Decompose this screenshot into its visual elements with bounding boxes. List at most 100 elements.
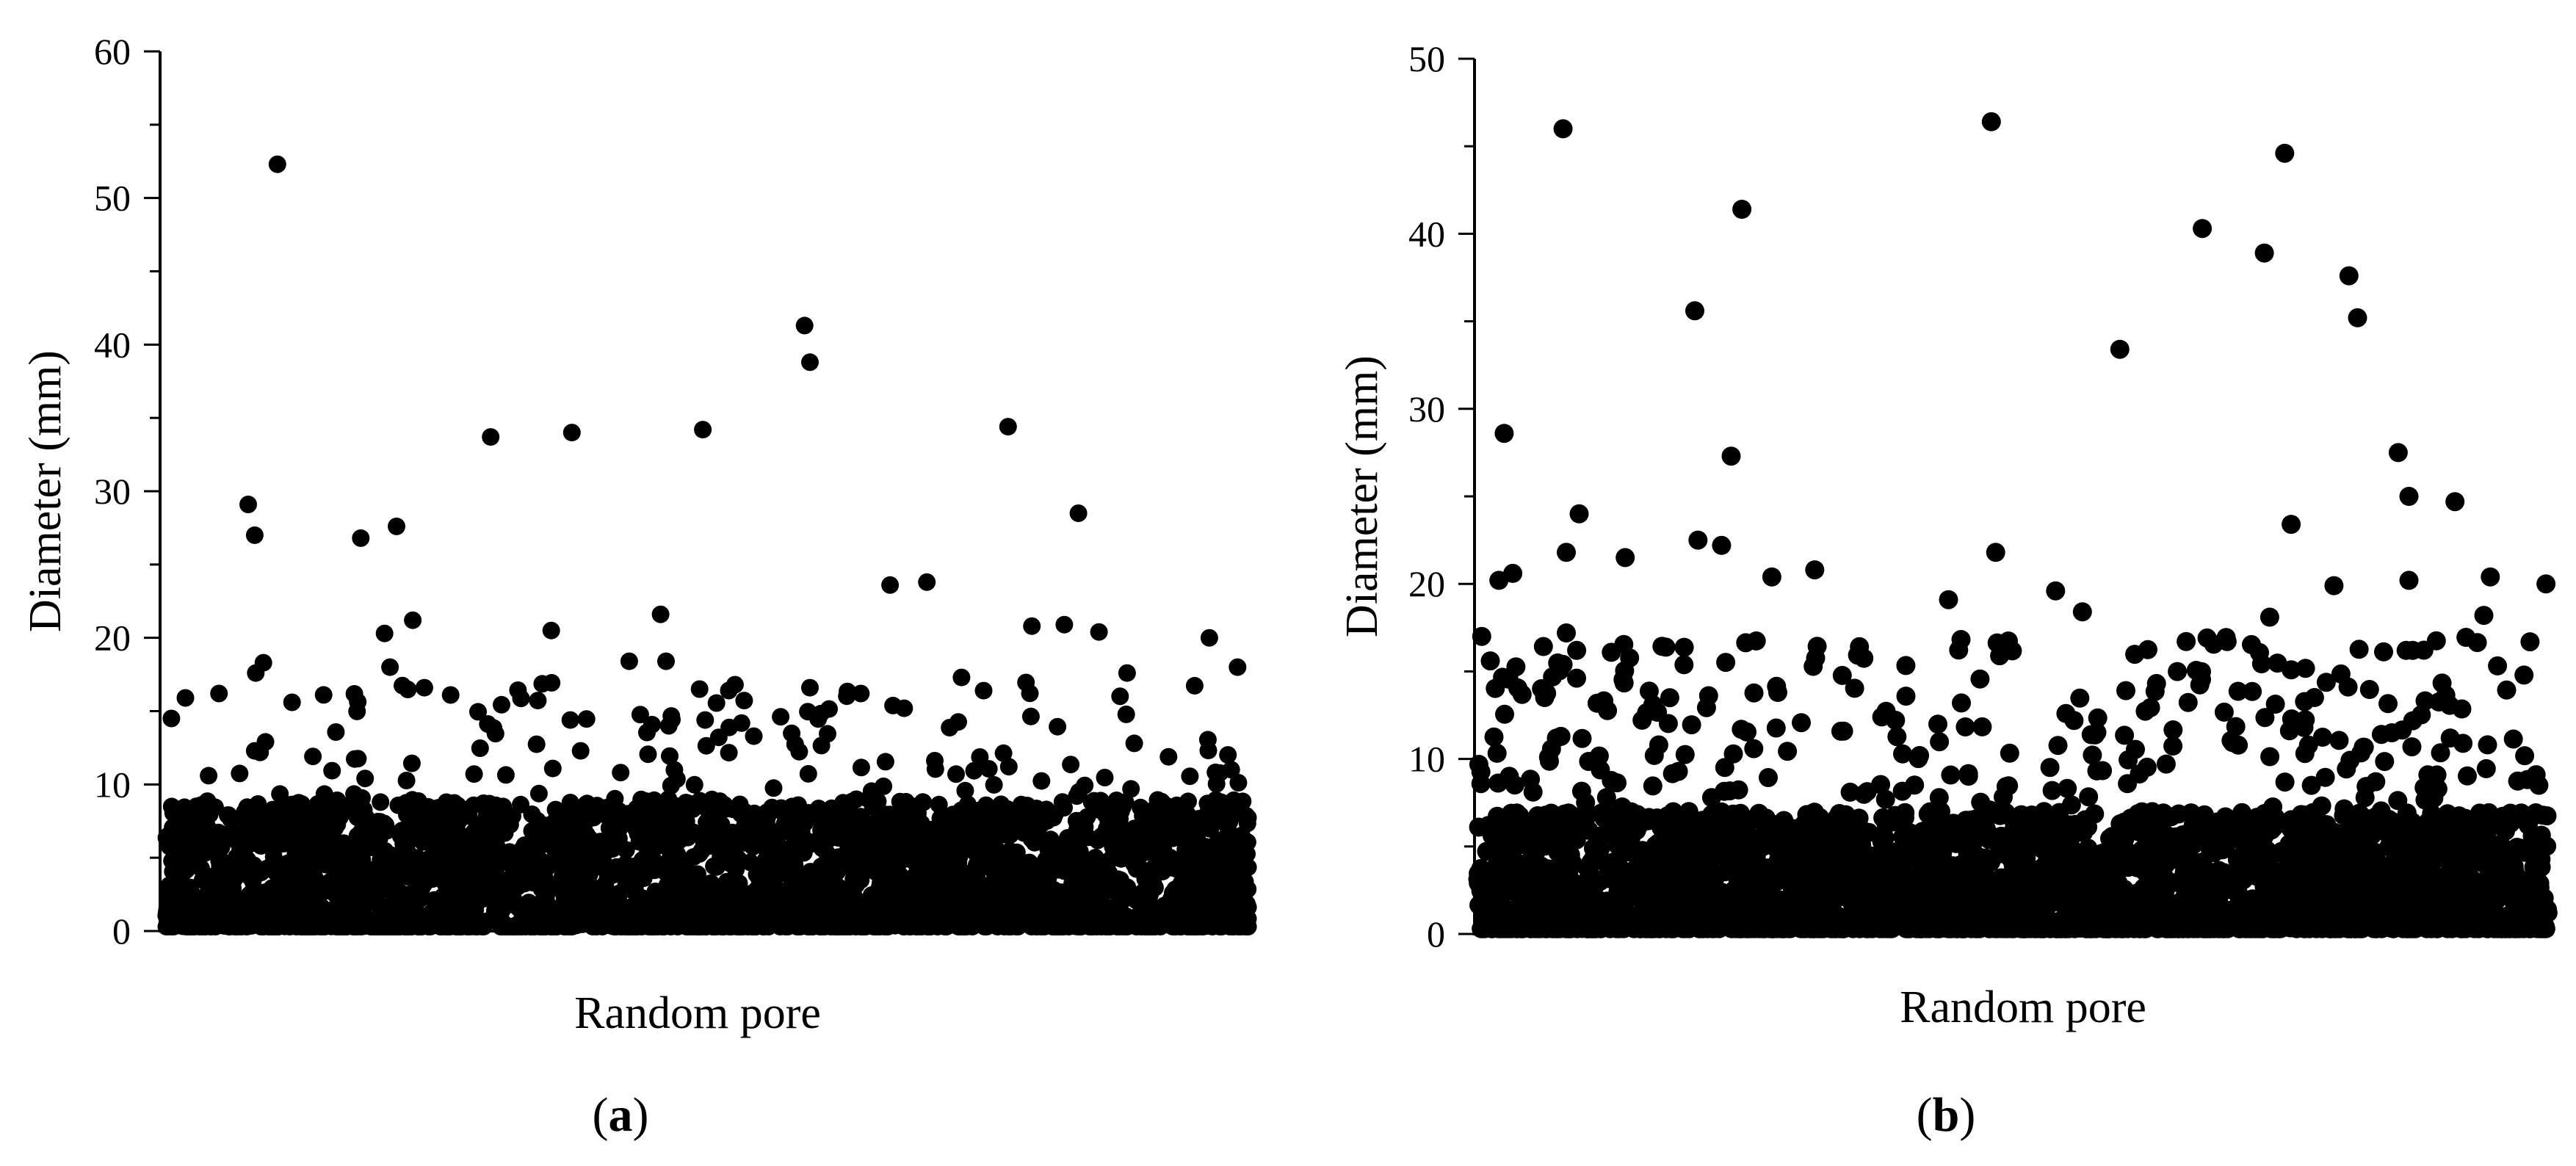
data-point (692, 794, 711, 812)
data-point (1172, 898, 1190, 916)
data-point (433, 918, 452, 935)
data-point (911, 868, 930, 886)
data-point (1229, 908, 1247, 926)
y-axis-title-a: Diameter (mm) (21, 350, 70, 632)
data-point (1186, 874, 1204, 893)
data-point (591, 805, 609, 823)
data-point (947, 765, 965, 783)
data-point (875, 918, 894, 935)
data-point (1118, 664, 1136, 682)
data-point (859, 828, 878, 847)
data-point (1078, 808, 1096, 826)
data-point (238, 800, 256, 818)
data-point (847, 866, 866, 884)
data-point (247, 861, 265, 879)
data-point (397, 794, 415, 812)
data-point (651, 605, 670, 623)
data-point (1117, 705, 1135, 723)
data-point (711, 792, 729, 811)
data-point (823, 855, 842, 873)
data-point (546, 800, 565, 819)
data-point (303, 896, 321, 914)
data-point (441, 824, 459, 842)
data-point (440, 872, 458, 891)
data-point (376, 902, 394, 920)
data-point (327, 723, 345, 741)
data-point (838, 687, 856, 706)
data-point (678, 910, 696, 928)
data-point (1238, 833, 1256, 851)
data-point (1079, 828, 1097, 847)
data-point (1199, 742, 1218, 760)
data-point (887, 864, 905, 883)
data-point (897, 792, 915, 811)
data-point (575, 841, 593, 859)
data-point (1185, 846, 1204, 864)
data-point (828, 903, 846, 921)
data-point (754, 867, 773, 886)
data-point (940, 815, 958, 833)
data-point (933, 833, 952, 851)
data-point (157, 828, 176, 847)
data-point (920, 821, 938, 839)
data-point (844, 916, 862, 934)
data-point (778, 918, 797, 935)
data-point (994, 810, 1012, 828)
data-point (1032, 772, 1051, 790)
data-point (389, 910, 408, 929)
data-point (555, 888, 574, 907)
data-point (1535, 865, 1555, 885)
data-point (176, 689, 195, 707)
data-point (715, 913, 733, 931)
data-point (864, 897, 883, 915)
data-point (301, 822, 319, 840)
data-point (356, 770, 375, 788)
data-point (292, 794, 311, 813)
data-point (690, 680, 709, 698)
data-point (239, 836, 258, 854)
data-point (996, 869, 1014, 887)
data-point (992, 795, 1010, 814)
data-point (736, 803, 753, 821)
data-point (999, 758, 1018, 776)
data-point (638, 723, 656, 742)
data-point (268, 155, 286, 173)
data-point (351, 839, 369, 857)
data-point (415, 678, 433, 697)
x-axis-title-a: Random pore (574, 988, 821, 1038)
data-point (265, 812, 283, 830)
data-point (352, 810, 371, 828)
data-point (694, 421, 712, 439)
data-point (162, 709, 181, 728)
data-point (1109, 849, 1126, 867)
data-point (1134, 898, 1152, 916)
data-point (1007, 813, 1026, 831)
data-point (707, 694, 726, 712)
data-point (852, 758, 870, 777)
data-point (1229, 658, 1247, 676)
data-point (973, 827, 991, 845)
data-point (926, 760, 944, 778)
data-point (478, 805, 496, 824)
y-tick-label: 10 (94, 764, 131, 805)
data-point (372, 850, 390, 869)
data-point (947, 830, 965, 848)
data-point (162, 901, 180, 919)
data-point (179, 892, 198, 910)
data-point (482, 428, 500, 446)
data-point (672, 887, 690, 905)
y-tick-label: 0 (112, 910, 131, 952)
y-ticks-a (144, 50, 160, 933)
data-point (1021, 707, 1040, 725)
y-tick-label: 50 (94, 178, 131, 219)
data-point (598, 886, 616, 904)
data-point (1013, 871, 1031, 889)
data-point (734, 918, 752, 935)
data-point (1122, 780, 1140, 798)
data-point (1090, 623, 1108, 641)
data-point (833, 882, 851, 900)
data-point (529, 850, 548, 869)
data-point (420, 850, 438, 868)
data-point (968, 813, 986, 830)
data-point (703, 879, 721, 897)
